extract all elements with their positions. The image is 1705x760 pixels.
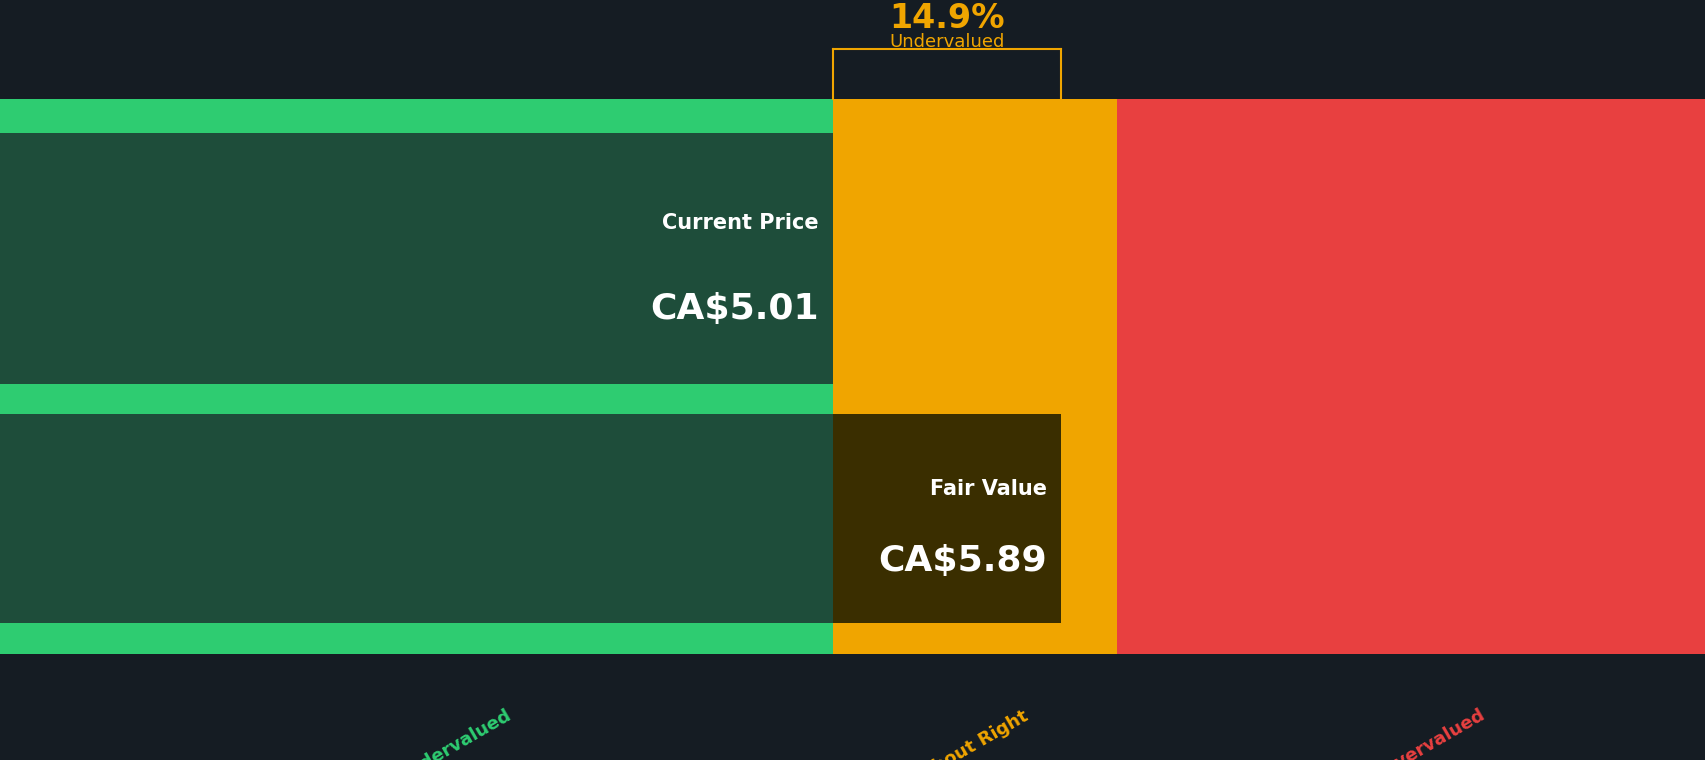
Text: Undervalued: Undervalued bbox=[888, 33, 1004, 51]
Text: About Right: About Right bbox=[917, 707, 1032, 760]
Text: CA$5.01: CA$5.01 bbox=[650, 292, 818, 325]
Text: Current Price: Current Price bbox=[662, 214, 818, 233]
Text: 20% Overvalued: 20% Overvalued bbox=[1335, 707, 1487, 760]
Bar bbox=[832, 99, 1117, 654]
Bar bbox=[1117, 384, 1705, 414]
Text: CA$5.89: CA$5.89 bbox=[878, 543, 1047, 578]
Bar bbox=[0, 414, 832, 623]
Bar bbox=[0, 99, 832, 133]
Text: 14.9%: 14.9% bbox=[888, 2, 1004, 36]
Bar bbox=[0, 623, 832, 654]
Bar bbox=[1117, 99, 1705, 133]
Bar bbox=[0, 133, 832, 384]
Bar bbox=[832, 384, 1117, 414]
Text: 20% Undervalued: 20% Undervalued bbox=[351, 707, 515, 760]
Bar bbox=[0, 384, 832, 414]
Bar bbox=[0, 99, 832, 654]
Bar bbox=[832, 623, 1117, 654]
Bar bbox=[1117, 623, 1705, 654]
Bar bbox=[832, 414, 1061, 623]
Bar bbox=[1117, 99, 1705, 654]
Text: Fair Value: Fair Value bbox=[929, 480, 1047, 499]
Bar bbox=[832, 99, 1117, 133]
